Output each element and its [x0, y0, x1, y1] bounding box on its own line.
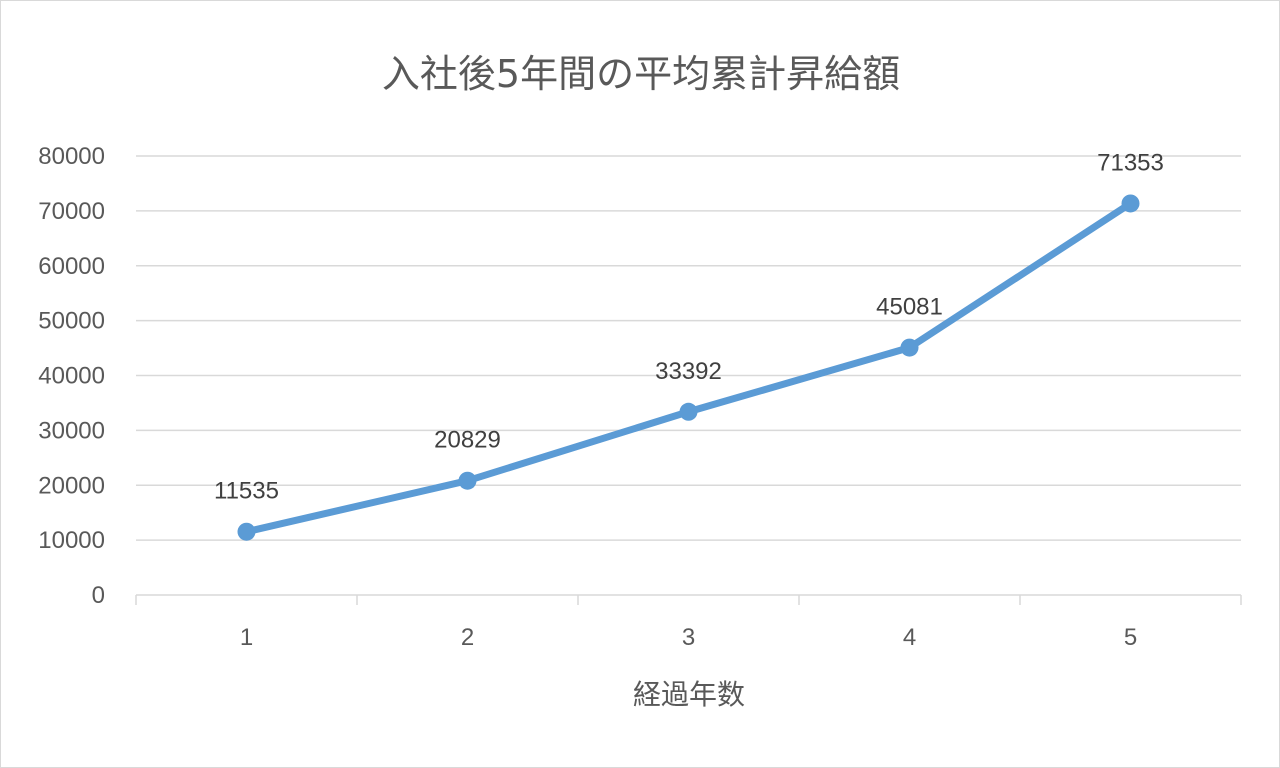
y-tick-label: 60000 [38, 253, 105, 280]
data-label: 11535 [214, 478, 279, 505]
x-tick-label: 2 [461, 624, 474, 651]
y-tick-label: 70000 [38, 198, 105, 225]
y-tick-label: 30000 [38, 417, 105, 444]
chart-title: 入社後5年間の平均累計昇給額 [382, 52, 900, 96]
y-tick-label: 10000 [38, 527, 105, 554]
data-label: 71353 [1097, 149, 1164, 176]
data-point [679, 402, 698, 421]
data-label: 33392 [655, 358, 722, 385]
x-tick-label: 5 [1124, 624, 1137, 651]
x-axis-title: 経過年数 [633, 678, 745, 711]
x-tick-label: 3 [682, 624, 695, 651]
y-tick-label: 40000 [38, 363, 105, 390]
data-point [458, 471, 477, 490]
x-axis-ticks: 1 2 3 4 5 [240, 624, 1137, 651]
x-tick-label: 4 [903, 624, 916, 651]
gridlines [136, 155, 1241, 541]
data-label: 20829 [434, 427, 501, 454]
y-axis: 0 10000 20000 30000 40000 50000 60000 70000 8000… [38, 143, 105, 609]
y-tick-label: 50000 [38, 308, 105, 335]
data-labels: 11535 20829 33392 45081 71353 [214, 149, 1164, 504]
series [237, 194, 1140, 541]
x-tick-label: 1 [240, 624, 253, 651]
y-tick-label: 20000 [38, 472, 105, 499]
data-point [900, 338, 919, 357]
data-label: 45081 [876, 294, 943, 321]
data-point [1121, 194, 1140, 213]
data-point [237, 522, 256, 541]
y-tick-label: 0 [92, 582, 105, 609]
y-tick-label: 80000 [38, 143, 105, 170]
x-axis [135, 594, 1242, 605]
